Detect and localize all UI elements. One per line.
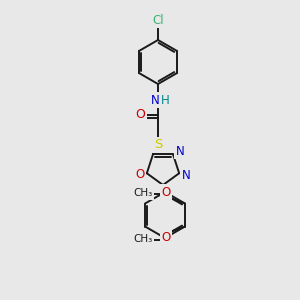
Text: H: H: [160, 94, 169, 106]
Text: Cl: Cl: [152, 14, 164, 26]
Text: N: N: [176, 145, 184, 158]
Text: N: N: [151, 94, 159, 106]
Text: O: O: [135, 168, 145, 181]
Text: CH₃: CH₃: [133, 188, 152, 199]
Text: O: O: [161, 186, 170, 199]
Text: S: S: [154, 139, 162, 152]
Text: N: N: [182, 169, 190, 182]
Text: CH₃: CH₃: [133, 235, 152, 244]
Text: O: O: [161, 231, 170, 244]
Text: O: O: [135, 109, 145, 122]
